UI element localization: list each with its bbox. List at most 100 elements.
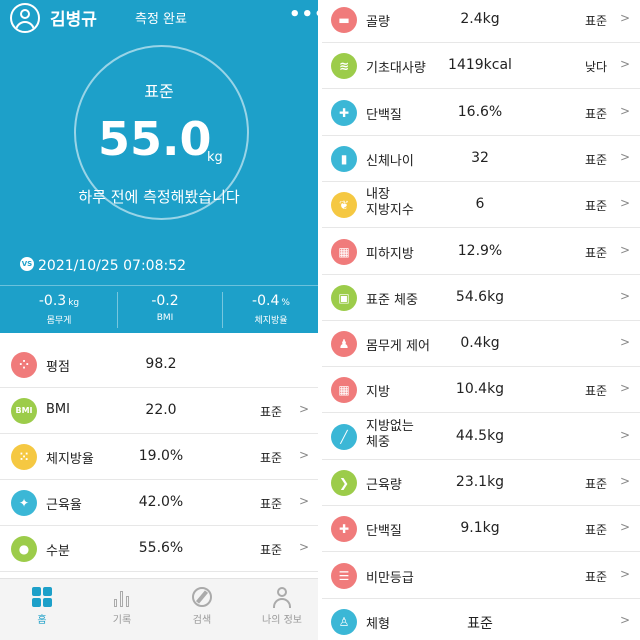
change-value: -0.3 kg (6, 293, 112, 309)
muscle-rate-icon: ✦ (11, 490, 37, 516)
metric-row[interactable]: ❯ 근육량 23.1kg 표준 > (322, 460, 640, 506)
metric-name: 단백질 (366, 524, 402, 540)
metric-status: 표준 (585, 569, 608, 584)
bmi-icon: BMI (11, 398, 37, 424)
bottom-nav: 홈 기록 검색 나의 정보 (0, 578, 318, 640)
metric-status: 낮다 (585, 60, 608, 75)
chevron-right-icon[interactable]: > (620, 103, 631, 118)
metric-row[interactable]: ≋ 기초대사량 1419kcal 낮다 > (322, 43, 640, 90)
subcutaneous-fat-icon: ▦ (331, 238, 357, 265)
metric-row[interactable]: ❦ 내장 지방지수 6 표준 > (322, 182, 640, 229)
home-grid-square (43, 598, 52, 607)
weight-unit: kg (207, 150, 223, 165)
avatar[interactable] (10, 3, 40, 33)
panel-gap (318, 0, 322, 640)
metric-status: 표준 (260, 543, 283, 557)
metric-name: 체형 (366, 616, 390, 632)
metric-name: 비만등급 (366, 570, 414, 586)
metric-name: 단백질 (366, 107, 402, 123)
measure-date: 2021/10/25 07:08:52 (38, 258, 187, 274)
chevron-right-icon[interactable]: > (620, 474, 631, 488)
chevron-right-icon[interactable]: > (620, 196, 631, 211)
chevron-right-icon[interactable]: > (620, 612, 631, 627)
chevron-right-icon[interactable]: > (299, 540, 310, 554)
metric-name: 내장 지방지수 (366, 187, 414, 219)
metric-value: 16.6% (457, 103, 503, 120)
chevron-right-icon[interactable]: > (620, 57, 631, 72)
change-unit: % (281, 298, 290, 308)
chevron-right-icon[interactable]: > (299, 402, 310, 416)
metric-row[interactable]: ▮ 신체나이 32 표준 > (322, 136, 640, 182)
protein-icon: ✚ (331, 99, 357, 126)
change-label: BMI (156, 313, 174, 323)
chevron-right-icon[interactable]: > (620, 427, 631, 442)
metric-value: 44.5kg (455, 427, 505, 444)
metric-row[interactable]: ▦ 피하지방 12.9% 표준 > (322, 229, 640, 275)
chevron-right-icon[interactable]: > (620, 335, 631, 350)
metric-status: 표준 (260, 497, 283, 511)
chart-bar-shape (114, 599, 117, 607)
nav-tab[interactable]: 검색 (162, 579, 242, 640)
chevron-right-icon[interactable]: > (620, 520, 631, 535)
metric-value: 98.2 (145, 356, 177, 372)
change-number: -0.2 (151, 293, 179, 309)
metric-status: 표준 (585, 199, 608, 214)
metric-value: 표준 (467, 615, 493, 632)
change-stat: -0.4% 체지방율 (218, 293, 318, 326)
metric-value: 0.4kg (460, 335, 500, 352)
right-screen: ▬ 골량 2.4kg 표준 > ≋ 기초대사량 1419kcal 낮다 > ✚ 단백질 16.6% 표준 >… (322, 0, 640, 640)
compass-needle (195, 590, 209, 604)
metric-row[interactable]: ♟ 몸무게 제어 0.4kg > (322, 321, 640, 368)
chevron-right-icon[interactable]: > (299, 494, 310, 508)
metric-row[interactable]: ✚ 단백질 9.1kg 표준 > (322, 506, 640, 553)
metric-name: 피하지방 (366, 246, 414, 262)
nav-tab[interactable]: 홈 (2, 579, 82, 640)
metric-status: 표준 (260, 451, 283, 465)
score-icon: ⁘ (11, 352, 37, 378)
change-value: -0.4% (218, 293, 318, 309)
user-name[interactable]: 김병규 (50, 10, 97, 30)
metric-row[interactable]: ╱ 지방없는 체중 44.5kg > (322, 414, 640, 460)
metric-row[interactable]: ✚ 단백질 16.6% 표준 > (322, 90, 640, 136)
chevron-right-icon[interactable]: > (299, 448, 310, 462)
metric-value: 19.0% (138, 448, 184, 464)
metric-row[interactable]: ♙ 체형 표준 > (322, 599, 640, 640)
metric-row[interactable]: ⁙ 체지방율 19.0% 표준 > (0, 434, 318, 480)
metric-row[interactable]: ▦ 지방 10.4kg 표준 > (322, 367, 640, 414)
chevron-right-icon[interactable]: > (620, 288, 631, 303)
profile-head-shape (277, 587, 287, 597)
chevron-right-icon[interactable]: > (620, 242, 631, 257)
stat-separator (222, 292, 223, 328)
body-type-icon: ♙ (331, 608, 357, 635)
nav-label: 검색 (192, 615, 212, 626)
metric-row[interactable]: ▬ 골량 2.4kg 표준 > (322, 0, 640, 43)
metric-row[interactable]: ✦ 근육율 42.0% 표준 > (0, 480, 318, 526)
nav-tab[interactable]: 나의 정보 (242, 579, 318, 640)
change-unit: kg (68, 298, 80, 308)
metric-row[interactable]: ☰ 비만등급 표준 > (322, 553, 640, 599)
chevron-right-icon[interactable]: > (620, 149, 631, 164)
protein-mass-icon: ✚ (331, 516, 357, 543)
home-grid-square (43, 587, 52, 596)
metric-row[interactable]: ▣ 표준 체중 54.6kg > (322, 275, 640, 321)
chevron-right-icon[interactable]: > (620, 381, 631, 396)
change-stat: -0.3 kg 몸무게 (6, 293, 112, 326)
metric-row[interactable]: ● 수분 55.6% 표준 > (0, 526, 318, 572)
chevron-right-icon[interactable]: > (620, 11, 631, 25)
more-dots-icon[interactable]: ••• (289, 4, 318, 25)
metric-status: 표준 (585, 384, 608, 399)
change-value: -0.2 (112, 293, 218, 309)
metric-row[interactable]: ⁘ 평점 98.2 (0, 342, 318, 388)
profile-body-shape (273, 598, 291, 608)
weight-grade: 표준 (144, 82, 174, 101)
muscle-mass-icon: ❯ (331, 470, 357, 496)
chevron-right-icon[interactable]: > (620, 566, 631, 581)
metric-value: 22.0 (145, 402, 177, 418)
water-drop-icon: ● (11, 536, 37, 562)
nav-tab[interactable]: 기록 (82, 579, 162, 640)
metric-row[interactable]: BMI BMI 22.0 표준 > (0, 388, 318, 434)
metric-value: 55.6% (138, 540, 184, 556)
metric-value: 23.1kg (455, 474, 505, 490)
body-age-icon: ▮ (331, 145, 357, 172)
